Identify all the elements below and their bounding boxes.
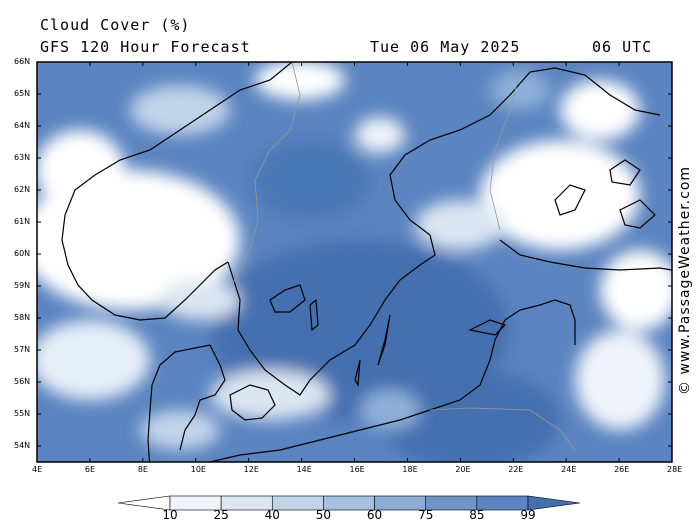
colorbar-level-label: 99 — [520, 508, 536, 522]
colorbar-level-label: 60 — [366, 508, 383, 522]
cloud-field — [37, 62, 672, 462]
lat-tick-label: 66N — [14, 57, 31, 66]
coastlines — [61, 62, 672, 462]
lon-tick-label: 10E — [190, 465, 206, 474]
colorbar-level-label: 75 — [418, 508, 434, 522]
lon-tick-label: 6E — [84, 465, 96, 474]
forecast-date: Tue 06 May 2025 — [370, 38, 521, 56]
lon-tick-label: 16E — [349, 465, 365, 474]
country-borders — [231, 62, 576, 451]
lon-tick-label: 22E — [508, 465, 524, 474]
lon-tick-label: 26E — [614, 465, 630, 474]
colorbar-level-label: 25 — [213, 508, 229, 522]
lon-tick-label: 24E — [561, 465, 577, 474]
lon-tick-label: 18E — [402, 465, 418, 474]
colorbar-level-label: 50 — [315, 508, 332, 522]
colorbar — [117, 495, 581, 511]
lon-tick-label: 12E — [243, 465, 259, 474]
lon-tick-label: 20E — [455, 465, 471, 474]
lat-tick-label: 59N — [14, 281, 31, 290]
site-credit: © www.PassageWeather.com — [677, 165, 693, 395]
colorbar-level-label: 40 — [264, 508, 280, 522]
lon-tick-label: 8E — [137, 465, 148, 474]
lon-tick-label: 4E — [32, 465, 43, 474]
colorbar-high-arrow — [527, 495, 581, 511]
lat-tick-label: 57N — [14, 345, 31, 354]
lat-tick-label: 63N — [14, 153, 31, 162]
lat-tick-label: 54N — [14, 441, 31, 450]
forecast-time: 06 UTC — [592, 38, 653, 56]
lat-tick-label: 60N — [14, 249, 31, 258]
lat-tick-label: 56N — [14, 377, 31, 386]
axis-ticks — [36, 61, 673, 462]
lon-tick-label: 14E — [296, 465, 312, 474]
lat-tick-label: 62N — [14, 185, 31, 194]
lat-tick-label: 61N — [14, 217, 31, 226]
colorbar-level-label: 10 — [162, 508, 178, 522]
lat-tick-label: 64N — [14, 121, 31, 130]
forecast-model: GFS 120 Hour Forecast — [40, 38, 251, 56]
colorbar-level-label: 85 — [469, 508, 485, 522]
lat-tick-label: 55N — [14, 409, 31, 418]
chart-title: Cloud Cover (%) — [40, 16, 191, 34]
lat-tick-label: 58N — [14, 313, 31, 322]
lon-tick-label: 28E — [667, 465, 683, 474]
lat-tick-label: 65N — [14, 89, 31, 98]
